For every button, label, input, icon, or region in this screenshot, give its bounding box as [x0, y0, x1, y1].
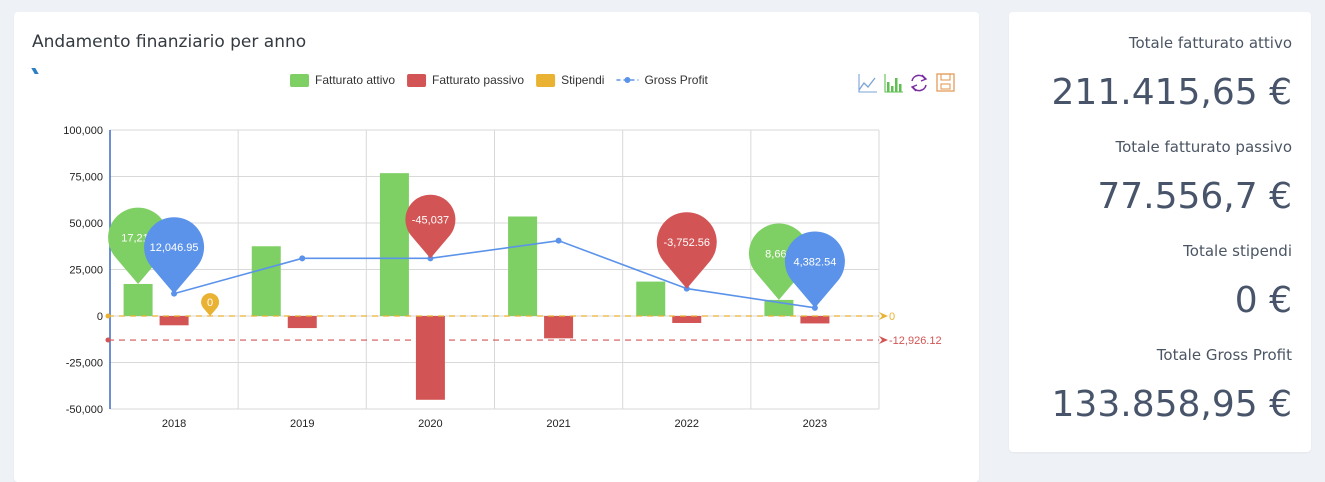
x-tick-label: 2021 — [546, 418, 570, 430]
bar-chart-axis — [884, 74, 903, 93]
pin-label: 12,046.95 — [150, 242, 199, 254]
bar-fatturato-passivo — [672, 316, 702, 323]
line-chart-axis — [858, 74, 877, 93]
total-attivo-value: 211.415,65 € — [1051, 72, 1292, 113]
gross-profit-point — [299, 255, 306, 262]
pin-label: 0 — [207, 297, 213, 309]
x-tick-label: 2022 — [675, 418, 699, 430]
save-outline — [936, 73, 955, 92]
bar-fatturato-attivo — [636, 281, 666, 316]
mark-line-arrow — [879, 336, 888, 345]
legend-swatch — [536, 74, 556, 87]
bar-chart-glyph — [899, 84, 902, 92]
total-gross-profit-value: 133.858,95 € — [1051, 384, 1292, 425]
bar-chart-icon — [884, 74, 903, 93]
pin-label: -3,752.56 — [664, 237, 710, 249]
data-pin-fatturato-passivo — [656, 212, 717, 289]
mark-line-arrow — [879, 312, 888, 320]
chart-title: Andamento finanziario per anno — [32, 32, 307, 52]
bar-fatturato-attivo — [508, 216, 538, 316]
mark-line-label: -12,926.12 — [889, 335, 942, 347]
y-tick-label: 100,000 — [63, 125, 103, 137]
bar-fatturato-attivo — [251, 246, 281, 316]
save-shutter — [940, 73, 951, 81]
bar-fatturato-passivo — [415, 316, 445, 400]
pin-label: -45,037 — [412, 215, 449, 227]
x-tick-label: 2019 — [290, 418, 314, 430]
bar-fatturato-passivo — [287, 316, 317, 329]
y-tick-label: 25,000 — [69, 265, 103, 277]
data-pin-gross-profit — [784, 231, 845, 308]
bar-fatturato-passivo — [159, 316, 189, 326]
legend-label: Fatturato passivo — [432, 73, 524, 87]
total-stipendi-value: 0 € — [1234, 280, 1292, 321]
line-chart-glyph — [858, 77, 876, 91]
legend-swatch — [290, 74, 309, 87]
total-attivo-label: Totale fatturato attivo — [1128, 34, 1292, 52]
total-stipendi-label: Totale stipendi — [1183, 242, 1292, 260]
bar-chart-glyph — [887, 82, 890, 92]
x-tick-label: 2018 — [162, 418, 186, 430]
y-tick-label: -50,000 — [66, 404, 103, 416]
refresh-icon — [910, 74, 928, 92]
line-chart-icon — [858, 74, 877, 93]
bar-fatturato-passivo — [544, 316, 574, 339]
chart-card: Andamento finanziario per anno 100,000 75… — [14, 12, 979, 482]
save-icon — [936, 73, 955, 92]
legend-label: Stipendi — [561, 73, 604, 87]
total-gross-profit-label: Totale Gross Profit — [1156, 346, 1292, 364]
data-pin-stipendi — [201, 293, 220, 316]
pin-label: 4,382.54 — [794, 256, 837, 268]
save-label — [940, 83, 951, 90]
y-tick-label: 50,000 — [69, 218, 103, 230]
refresh-arrow — [910, 84, 918, 92]
legend-swatch — [407, 74, 427, 87]
chart-canvas: 100,000 75,000 50,000 25,000 0 -25,000 -50,000… — [63, 73, 955, 430]
y-tick-label: -25,000 — [66, 358, 103, 370]
totals-card: Totale fatturato attivo 211.415,65 € Tot… — [1009, 12, 1311, 452]
bar-chart-glyph — [895, 78, 898, 92]
y-tick-label: 75,000 — [69, 172, 103, 184]
x-tick-label: 2023 — [803, 418, 827, 430]
data-pin-gross-profit — [144, 217, 205, 294]
bar-fatturato-attivo — [379, 173, 409, 316]
gross-profit-point — [555, 237, 562, 244]
data-pin-fatturato-passivo — [405, 194, 456, 259]
mark-line-label: 0 — [889, 311, 895, 323]
legend-line-dot — [624, 77, 631, 83]
bar-fatturato-attivo — [123, 283, 153, 316]
legend-label: Gross Profit — [644, 73, 708, 87]
y-tick-label: 0 — [97, 311, 103, 323]
mark-line-start — [105, 313, 111, 319]
bar-fatturato-passivo — [800, 316, 830, 324]
total-passivo-label: Totale fatturato passivo — [1115, 138, 1292, 156]
legend-label: Fatturato attivo — [315, 73, 395, 87]
total-passivo-value: 77.556,7 € — [1097, 176, 1292, 217]
refresh-arrow — [920, 74, 928, 82]
bar-chart-glyph — [891, 86, 894, 92]
x-tick-label: 2020 — [418, 418, 442, 430]
gross-profit-line — [173, 239, 816, 309]
pin-label: 8,662 — [765, 248, 793, 260]
mark-line-start — [105, 337, 111, 343]
